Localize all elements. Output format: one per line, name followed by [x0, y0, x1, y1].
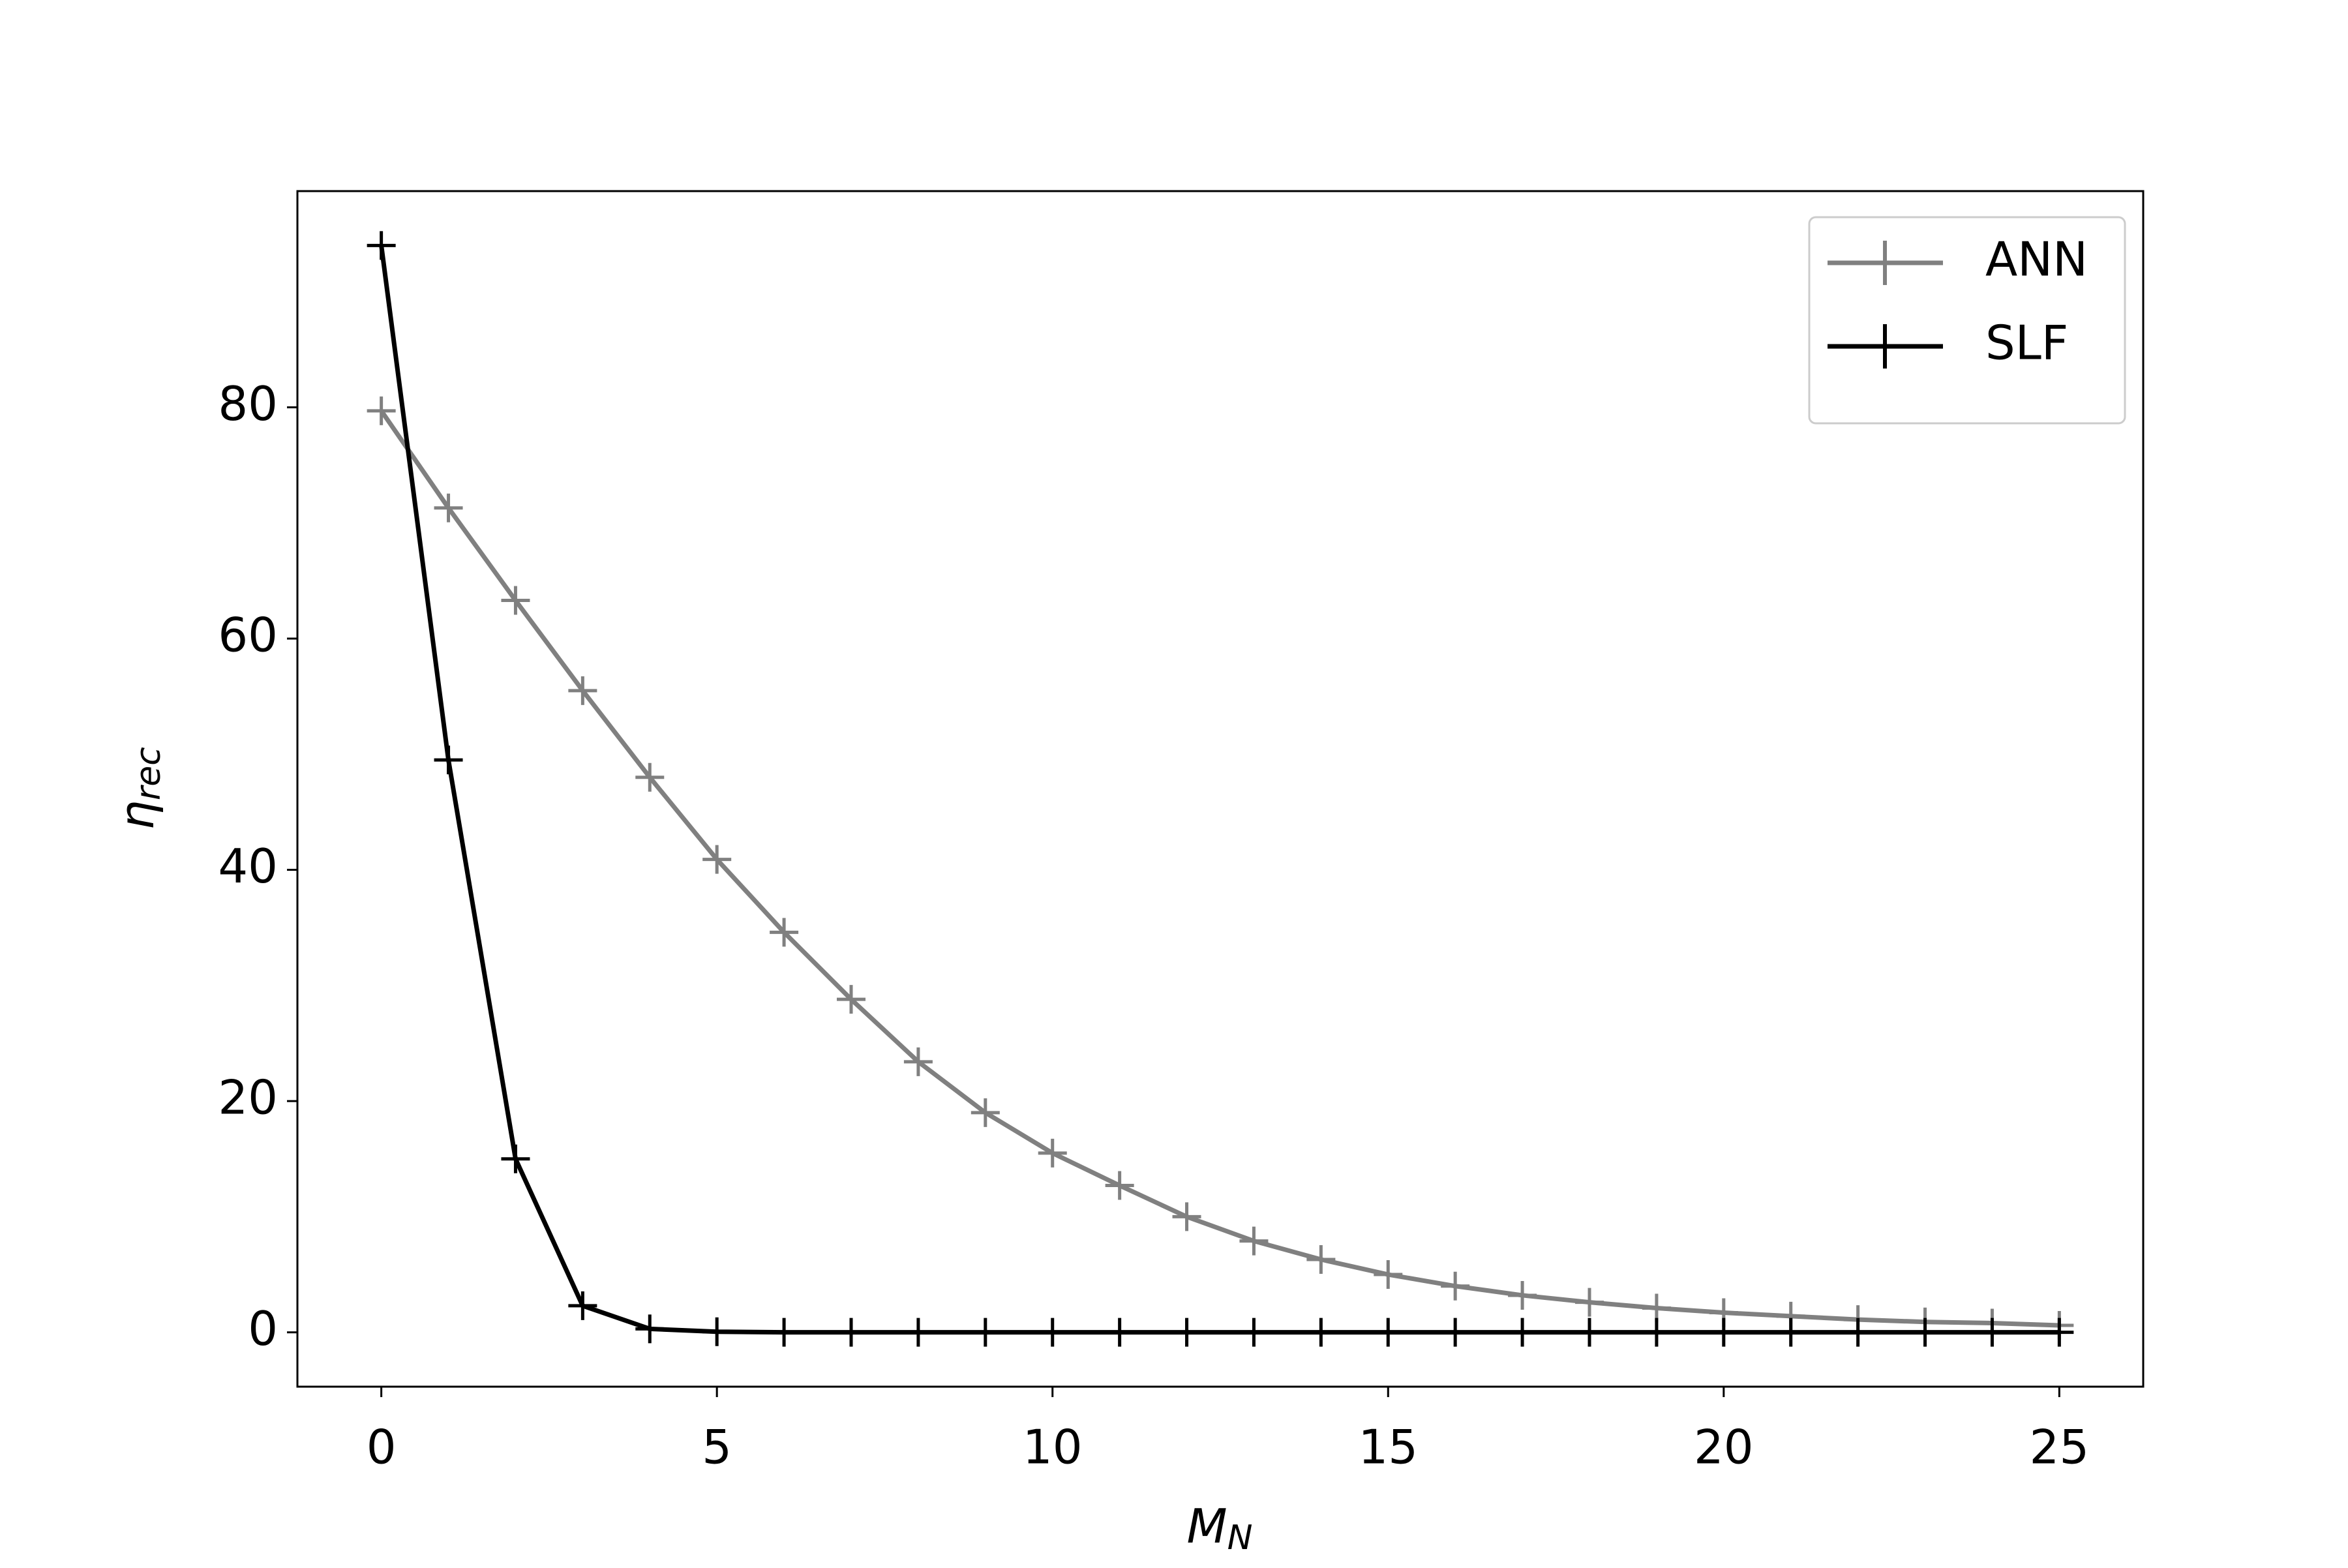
point-marker [1508, 1318, 1537, 1347]
point-marker [1306, 1318, 1336, 1347]
point-marker [2045, 1318, 2074, 1347]
x-tick-label: 10 [1023, 1420, 1083, 1475]
point-marker [1441, 1271, 1470, 1301]
point-marker [568, 676, 597, 705]
y-axis-label: ηrec [110, 747, 168, 830]
point-marker [1105, 1171, 1134, 1200]
point-marker [1239, 1318, 1269, 1347]
point-marker [702, 845, 732, 874]
y-label-subscript: rec [129, 747, 168, 800]
point-marker [1374, 1318, 1403, 1347]
point-marker [1306, 1245, 1336, 1274]
point-marker [1978, 1318, 2007, 1347]
y-label-symbol: η [110, 800, 164, 830]
point-marker [1776, 1318, 1805, 1347]
legend-marker [1863, 241, 1907, 285]
x-label-subscript: N [1227, 1518, 1253, 1558]
legend-marker [1863, 324, 1907, 369]
legend-label: SLF [1985, 316, 2068, 370]
point-marker [837, 985, 865, 1014]
x-tick-label: 25 [2030, 1420, 2090, 1475]
legend-label: ANN [1985, 232, 2088, 287]
point-marker [501, 586, 530, 615]
point-marker [635, 762, 665, 792]
x-tick-label: 5 [702, 1420, 732, 1475]
point-marker [1172, 1202, 1201, 1231]
point-marker [770, 1318, 799, 1347]
y-tick-label: 60 [218, 608, 278, 663]
point-marker [1374, 1260, 1403, 1289]
point-marker [1038, 1138, 1067, 1168]
point-marker [635, 1314, 665, 1344]
x-tick-label: 15 [1358, 1420, 1418, 1475]
plot-frame [296, 190, 2145, 1388]
point-marker [1843, 1318, 1873, 1347]
point-marker [903, 1047, 933, 1076]
point-marker [1575, 1288, 1604, 1317]
y-tick-label: 20 [218, 1070, 278, 1125]
point-marker [1441, 1318, 1470, 1347]
point-marker [1508, 1280, 1537, 1310]
point-marker [501, 1144, 530, 1173]
point-marker [702, 1317, 732, 1346]
y-tick-label: 40 [218, 839, 278, 894]
point-marker [1239, 1226, 1269, 1256]
y-tick-label: 0 [248, 1301, 278, 1356]
point-marker [770, 918, 799, 947]
point-marker [1575, 1318, 1604, 1347]
point-marker [367, 396, 396, 425]
point-marker [837, 1318, 865, 1347]
point-marker [1709, 1318, 1738, 1347]
point-marker [1172, 1318, 1201, 1347]
x-label-symbol: M [1186, 1499, 1227, 1554]
y-tick-label: 80 [218, 376, 278, 431]
point-marker [1038, 1318, 1067, 1347]
point-marker [1105, 1318, 1134, 1347]
point-marker [434, 746, 463, 775]
point-marker [971, 1318, 1000, 1347]
point-marker [367, 231, 396, 260]
point-marker [1642, 1318, 1671, 1347]
point-marker [1910, 1318, 1940, 1347]
legend-box [1808, 216, 2126, 425]
point-marker [903, 1318, 933, 1347]
point-marker [1642, 1293, 1671, 1323]
point-marker [568, 1291, 597, 1320]
point-marker [434, 493, 463, 522]
x-tick-label: 20 [1694, 1420, 1754, 1475]
x-tick-label: 0 [367, 1420, 397, 1475]
point-marker [971, 1098, 1000, 1127]
x-axis-label: MN [1186, 1499, 1252, 1558]
